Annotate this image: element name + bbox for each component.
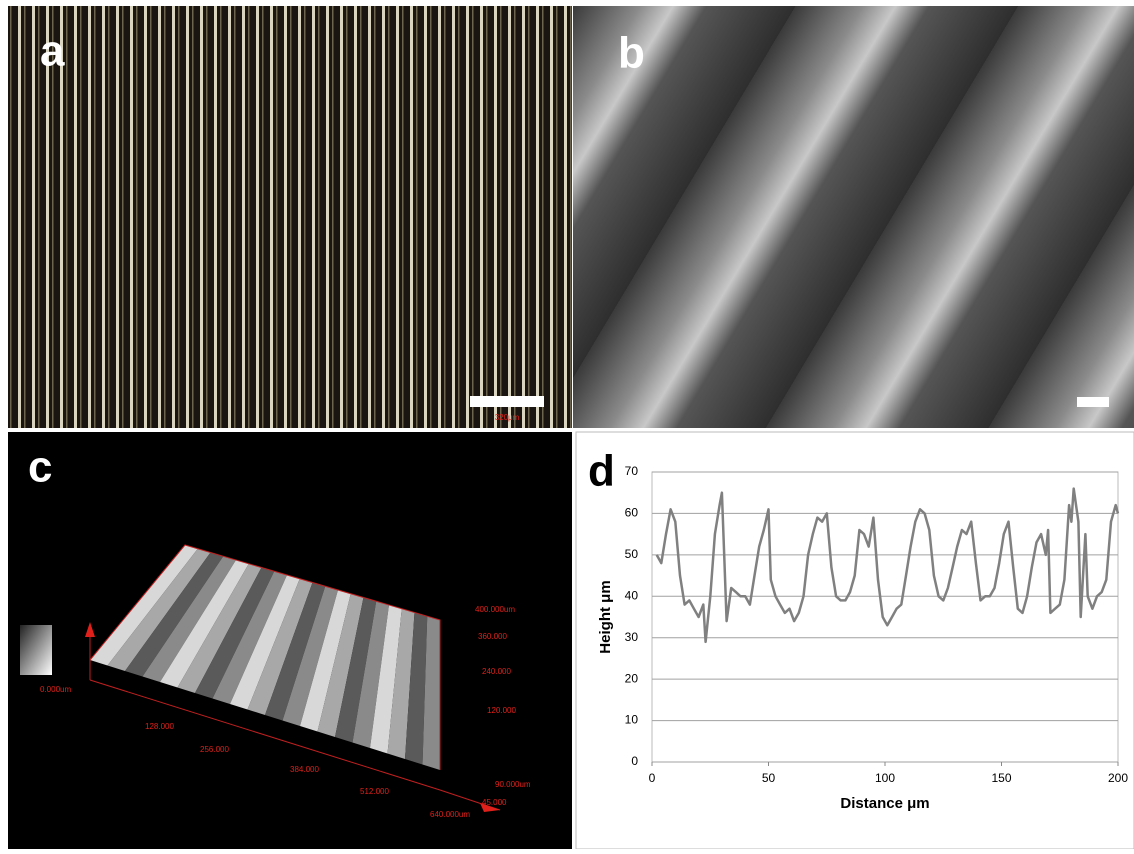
axis-value-label: 640.000um xyxy=(430,810,470,819)
x-tick-label: 50 xyxy=(762,771,776,785)
panel-a: a 320μm xyxy=(8,6,572,428)
x-tick-label: 200 xyxy=(1108,771,1128,785)
panel-label: a xyxy=(40,27,65,76)
panel-label: d xyxy=(588,447,615,496)
panel-d: d Distance μm Height μm 0 10 20 30 40 50 60 70 0… xyxy=(576,432,1134,849)
axis-value-label: 90.000um xyxy=(495,780,531,789)
y-tick-label: 30 xyxy=(625,630,639,644)
y-tick-label: 20 xyxy=(625,671,639,685)
axis-value-label: 120.000 xyxy=(487,706,516,715)
axis-value-label: 512.000 xyxy=(360,787,389,796)
axis-value-label: 0.000um xyxy=(40,685,71,694)
panel-c: c 400.000um 360.000 240.000 120.000 0.000um 1… xyxy=(8,432,572,849)
panel-label: c xyxy=(28,443,52,492)
axis-value-label: 240.000 xyxy=(482,667,511,676)
sem-image xyxy=(573,6,1134,428)
micrograph xyxy=(8,6,572,428)
axis-value-label: 360.000 xyxy=(478,632,507,641)
y-tick-label: 70 xyxy=(625,464,639,478)
axis-value-label: 128.000 xyxy=(145,722,174,731)
axis-value-label: 384.000 xyxy=(290,765,319,774)
panel-b: b xyxy=(573,6,1134,428)
x-tick-label: 100 xyxy=(875,771,895,785)
panel-label: b xyxy=(618,29,645,78)
color-key xyxy=(20,625,52,675)
x-tick-label: 150 xyxy=(991,771,1011,785)
y-tick-label: 50 xyxy=(625,547,639,561)
axis-value-label: 45.000 xyxy=(482,798,507,807)
y-axis-title: Height μm xyxy=(597,580,614,653)
scale-bar xyxy=(1077,397,1109,407)
axis-value-label: 400.000um xyxy=(475,605,515,614)
figure: a 320μm b c 400.000um360.000240.000120.0… xyxy=(0,0,1134,849)
panel-background xyxy=(576,432,1134,849)
x-axis-title: Distance μm xyxy=(840,795,929,812)
x-tick-label: 0 xyxy=(649,771,656,785)
scale-bar xyxy=(470,396,544,407)
y-tick-label: 40 xyxy=(625,588,639,602)
y-tick-label: 60 xyxy=(625,506,639,520)
y-tick-label: 0 xyxy=(631,754,638,768)
axis-value-label: 256.000 xyxy=(200,745,229,754)
scale-label: 320μm xyxy=(495,413,520,422)
y-tick-label: 10 xyxy=(625,713,639,727)
